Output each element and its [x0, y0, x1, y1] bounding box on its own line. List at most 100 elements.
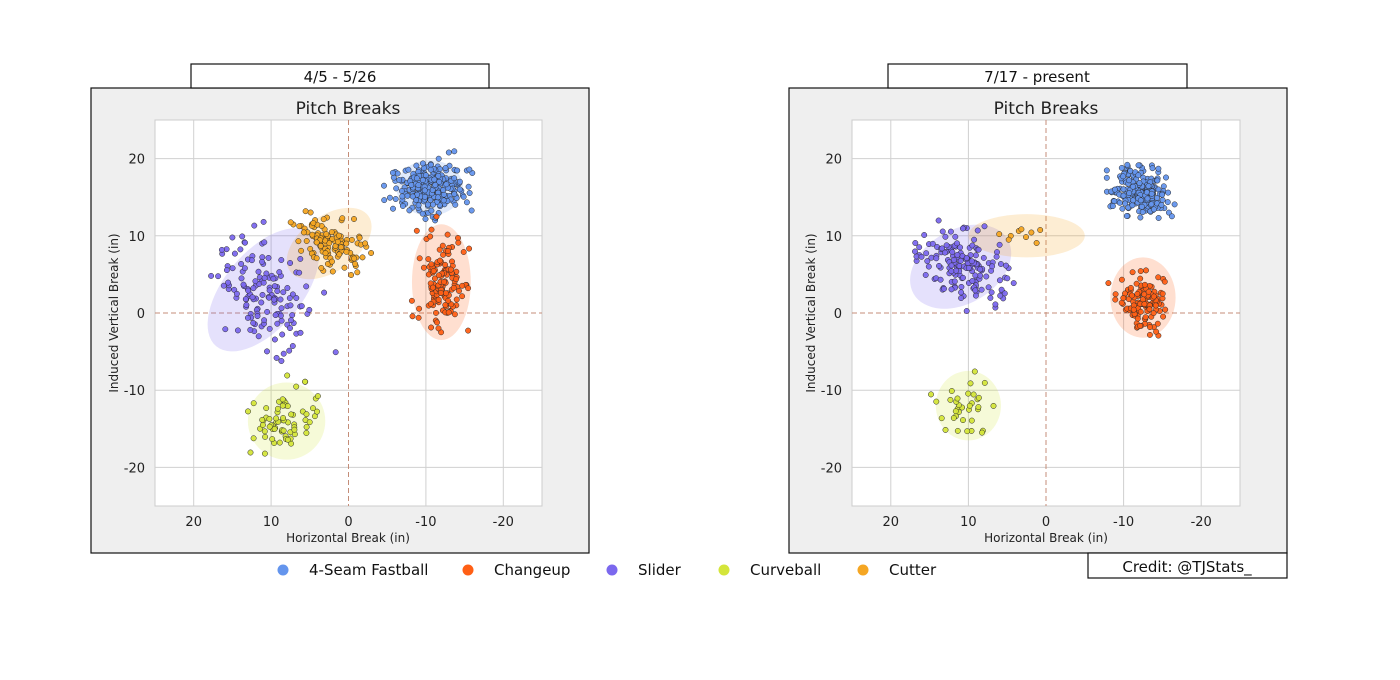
- changeup-point: [433, 213, 440, 220]
- curveball-point: [948, 388, 955, 394]
- cutter-point: [356, 234, 363, 241]
- legend-label: Changeup: [494, 561, 570, 579]
- legend-marker: [606, 564, 618, 576]
- slider-point: [303, 283, 310, 290]
- changeup-point: [429, 284, 436, 291]
- fastball-point: [1130, 183, 1136, 190]
- fastball-point: [390, 205, 396, 212]
- fastball-point: [1137, 214, 1144, 221]
- fastball-point: [454, 167, 461, 174]
- grid-lines: [852, 120, 1240, 506]
- chart-early-season: 4/5 - 5/26 Pitch Breaks 20 10 0 -10 -20 20 10 0…: [90, 63, 590, 554]
- changeup-point: [445, 248, 451, 255]
- fastball-point: [468, 207, 475, 214]
- fastball-point: [405, 166, 412, 173]
- fastball-point: [1120, 186, 1127, 193]
- slider-point: [237, 246, 244, 253]
- fastball-point: [456, 186, 463, 193]
- fastball-point: [465, 183, 472, 190]
- changeup-point: [413, 227, 420, 234]
- cutter-point: [996, 231, 1003, 238]
- changeup-point: [420, 264, 427, 271]
- slider-point: [925, 263, 932, 270]
- fastball-point: [389, 169, 396, 176]
- cutter-point: [310, 220, 317, 227]
- fastball-point: [463, 199, 470, 206]
- x-tick-label: -10: [415, 515, 436, 530]
- curveball-point: [303, 424, 310, 430]
- slider-point: [947, 228, 954, 235]
- fastball-point: [451, 175, 458, 182]
- changeup-point: [451, 311, 458, 318]
- x-tick-label: -20: [1191, 515, 1212, 530]
- changeup-point: [460, 249, 467, 255]
- fastball-point: [1119, 205, 1126, 212]
- slider-point: [951, 256, 957, 263]
- y-tick-label: 20: [825, 153, 842, 168]
- slider-point: [954, 251, 961, 258]
- legend-marker: [462, 564, 474, 576]
- curveball-point: [250, 400, 257, 407]
- fastball-point: [424, 201, 431, 208]
- fastball-point: [435, 194, 441, 201]
- changeup-point: [445, 309, 452, 316]
- fastball-point: [466, 190, 473, 196]
- fastball-point: [1122, 200, 1129, 207]
- fastball-point: [1154, 195, 1160, 201]
- legend-item-cutter: Cutter: [857, 561, 937, 579]
- changeup-point: [455, 239, 462, 246]
- slider-point: [238, 260, 245, 267]
- period-label: 7/17 - present: [984, 68, 1090, 86]
- legend-marker: [718, 564, 730, 576]
- slider-point: [957, 244, 964, 251]
- curveball-point: [274, 405, 281, 412]
- slider-point: [250, 320, 257, 326]
- fastball-point: [1148, 201, 1155, 208]
- tick-labels: 20 10 0 -10 -20 20 10 0 -10 -20: [821, 153, 1212, 530]
- curveball-point: [302, 378, 308, 385]
- slider-point: [935, 217, 942, 224]
- curveball-point: [990, 402, 997, 409]
- fastball-point: [431, 176, 438, 183]
- changeup-point: [1134, 290, 1141, 297]
- cutter-point: [326, 240, 333, 247]
- slider-point: [234, 327, 241, 334]
- curveball-point: [979, 429, 985, 436]
- slider-point: [1004, 275, 1011, 282]
- slider-point: [259, 258, 265, 265]
- cutter-point: [296, 223, 303, 230]
- slider-point: [279, 331, 286, 338]
- slider-point: [247, 326, 254, 333]
- cutter-point: [343, 240, 350, 247]
- fastball-point: [1145, 183, 1152, 190]
- fastball-point: [421, 187, 428, 194]
- fastball-point: [1127, 168, 1134, 174]
- cutter-point: [295, 238, 302, 245]
- slider-point: [924, 258, 931, 265]
- changeup-point: [1133, 280, 1140, 287]
- curveball-point: [975, 394, 982, 401]
- curveball-point: [266, 415, 273, 422]
- slider-point: [280, 289, 287, 296]
- changeup-point: [1146, 331, 1153, 338]
- slider-point: [250, 285, 257, 292]
- cutter-point: [300, 229, 307, 236]
- slider-point: [981, 223, 988, 230]
- fastball-point: [451, 191, 458, 198]
- fastball-point: [419, 177, 426, 184]
- fastball-point: [1159, 191, 1166, 198]
- slider-point: [225, 279, 232, 286]
- slider-point: [958, 283, 965, 290]
- fastball-point: [1135, 162, 1142, 169]
- slider-point: [260, 279, 267, 286]
- changeup-point: [1137, 275, 1144, 282]
- slider-point: [242, 239, 248, 246]
- cutter-point: [348, 272, 355, 278]
- curveball-point: [293, 383, 300, 390]
- y-tick-label: -20: [124, 461, 145, 476]
- slider-point: [959, 225, 966, 232]
- curveball-point: [306, 419, 313, 426]
- fastball-point: [399, 193, 406, 200]
- changeup-point: [1161, 278, 1168, 285]
- slider-point: [293, 295, 300, 301]
